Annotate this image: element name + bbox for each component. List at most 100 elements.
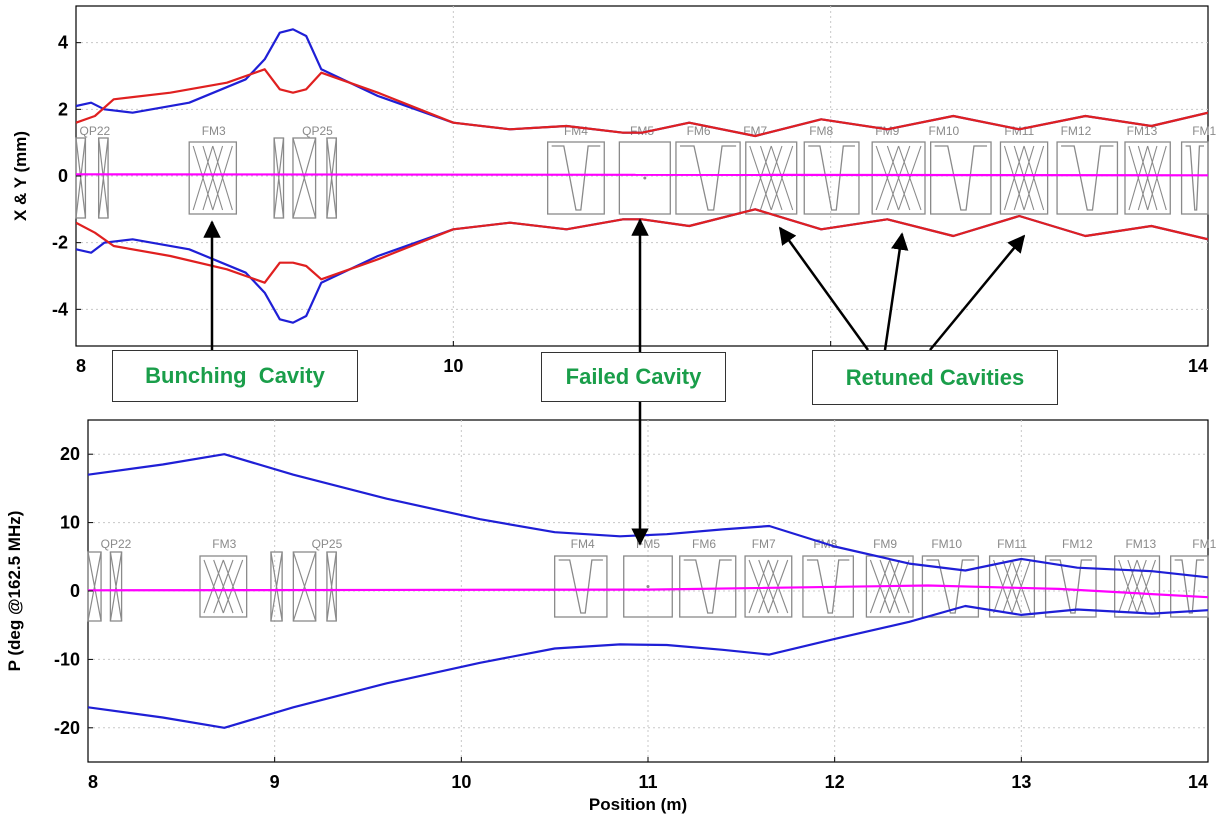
cavity-waveform xyxy=(1003,145,1045,211)
quadrupole-box xyxy=(75,137,87,219)
beamline-element-cavity-v xyxy=(554,555,608,618)
cavity-waveform xyxy=(748,559,789,614)
x-axis-label: Position (m) xyxy=(589,795,687,814)
beamline-element-cavity-v xyxy=(1056,141,1119,215)
element-label: FM12 xyxy=(1061,124,1092,138)
quadrupole-cross xyxy=(75,137,87,219)
cavity-waveform xyxy=(806,559,850,614)
element-label: FM10 xyxy=(931,537,962,551)
quadrupole-cross xyxy=(87,551,102,622)
cavity-box xyxy=(1044,555,1097,618)
x-tick-label: 14 xyxy=(1188,772,1208,792)
cavity-box xyxy=(1114,555,1161,618)
element-label: FM13 xyxy=(1125,537,1156,551)
cavity-waveform xyxy=(1118,559,1156,614)
element-label: FM9 xyxy=(875,124,899,138)
element-label: FM6 xyxy=(692,537,716,551)
element-label: QP25 xyxy=(312,537,343,551)
cavity-waveform xyxy=(683,559,732,614)
beamline-element-quad xyxy=(97,137,109,219)
y-tick-label: 4 xyxy=(58,33,68,53)
cavity-box xyxy=(554,555,608,618)
series-line-centroid xyxy=(88,584,1208,599)
beamline-element-quad xyxy=(326,137,338,219)
beamline-element-cavity-v xyxy=(1044,555,1097,618)
beamline-element-cavity-v xyxy=(547,141,605,215)
cavity-box xyxy=(547,141,605,215)
quadrupole-box xyxy=(273,137,285,219)
cavity-box xyxy=(803,141,860,215)
cavity-waveform xyxy=(808,145,855,211)
cavity-waveform xyxy=(1174,559,1204,614)
x-tick-label: 9 xyxy=(270,772,280,792)
quadrupole-cross xyxy=(292,137,317,219)
y-tick-label: -20 xyxy=(54,718,80,738)
cavity-waveform xyxy=(679,145,737,211)
y-tick-label: 0 xyxy=(70,581,80,601)
beamline-element-quad-x xyxy=(292,551,317,622)
y-tick-label: 10 xyxy=(60,513,80,533)
element-label: FM3 xyxy=(202,124,226,138)
element-label: QP22 xyxy=(80,124,111,138)
element-label: QP22 xyxy=(101,537,132,551)
beamline-element-cavity-v xyxy=(679,555,737,618)
beamline-element-quad xyxy=(87,551,102,622)
cavity-box xyxy=(679,555,737,618)
beamline-element-quad-x xyxy=(292,137,317,219)
beamline-element-quad xyxy=(273,137,285,219)
element-label: FM12 xyxy=(1062,537,1093,551)
element-label: FM4 xyxy=(571,537,595,551)
quadrupole-box xyxy=(326,137,338,219)
arrow-retuned-2 xyxy=(883,232,909,351)
series-line-upper-envelope xyxy=(88,453,1208,579)
y-tick-label: 20 xyxy=(60,444,80,464)
x-tick-label: 14 xyxy=(1188,356,1208,376)
beamline-element-quad xyxy=(326,551,337,622)
y-tick-label: 2 xyxy=(58,99,68,119)
beamline-element-cavity-off xyxy=(623,555,673,618)
cavity-waveform xyxy=(192,145,233,211)
x-tick-label: 11 xyxy=(638,772,657,792)
beam-size-chart: QP22 FM3 QP25 FM4 FM5 FM6 FM7 FM8 FM9 FM10 FM11 FM1… xyxy=(11,5,1217,376)
cavity-box xyxy=(623,555,673,618)
quadrupole-box xyxy=(326,551,337,622)
element-label: FM11 xyxy=(997,537,1027,551)
quadrupole-box xyxy=(109,551,123,622)
quadrupole-box xyxy=(97,137,109,219)
beamline-element-cavity-v xyxy=(1170,555,1209,618)
cavity-box xyxy=(930,141,992,215)
x-tick-label: 10 xyxy=(451,772,471,792)
y-tick-label: -2 xyxy=(52,233,68,253)
cavity-box xyxy=(675,141,741,215)
quadrupole-cross xyxy=(326,551,337,622)
arrow-retuned-3 xyxy=(929,234,1026,351)
phase-chart: QP22 FM3 QP25 FM4 FM5 FM6 FM7 FM8 FM9 FM10 FM11 FM1… xyxy=(5,419,1217,814)
y-tick-label: 0 xyxy=(58,166,68,186)
cavity-box xyxy=(618,141,671,215)
cavity-off-marker xyxy=(646,585,650,588)
cavity-box xyxy=(188,141,238,215)
beamline-element-cavity-xx xyxy=(999,141,1049,215)
retuned-cavities-callout: Retuned Cavities xyxy=(812,350,1058,405)
beamline-element-quad xyxy=(109,551,123,622)
cavity-box xyxy=(871,141,926,215)
series-line-upper-envelope xyxy=(76,68,1208,138)
y-axis-label: P (deg @162.5 MHz) xyxy=(5,511,24,672)
element-label: FM6 xyxy=(687,124,711,138)
y-tick-label: -10 xyxy=(54,649,80,669)
x-tick-label: 8 xyxy=(88,772,98,792)
beamline-element-cavity-v xyxy=(675,141,741,215)
cavity-box xyxy=(1056,141,1119,215)
quadrupole-cross xyxy=(109,551,123,622)
cavity-box xyxy=(1124,141,1171,215)
cavity-waveform xyxy=(1185,145,1204,211)
series-line-centroid xyxy=(76,173,1208,177)
cavity-box xyxy=(1180,141,1209,215)
cavity-waveform xyxy=(558,559,603,614)
element-label: FM1 xyxy=(1192,124,1216,138)
cavity-box xyxy=(199,555,248,618)
quadrupole-cross xyxy=(98,137,109,219)
beamline-element-cavity-xx xyxy=(1114,555,1161,618)
quadrupole-box xyxy=(292,137,317,219)
